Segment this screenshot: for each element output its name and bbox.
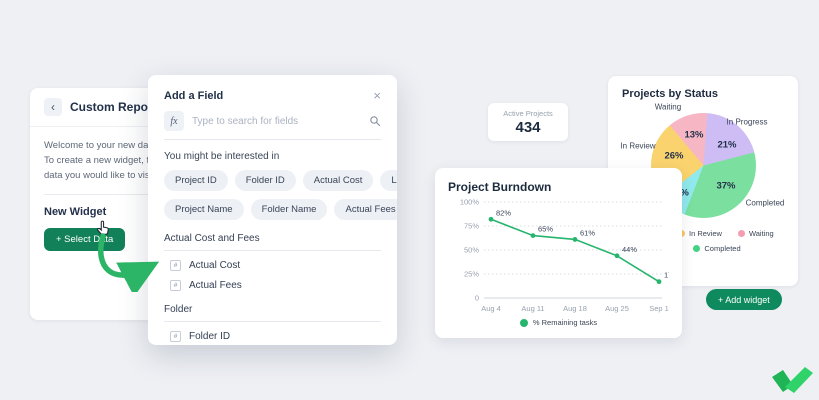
pie-pct-in-review: 26% — [664, 150, 684, 162]
legend-dot-completed — [693, 245, 701, 252]
svg-text:17%: 17% — [664, 271, 669, 280]
dialog-title: Add a Field — [164, 89, 224, 102]
legend-label: Waiting — [748, 229, 774, 238]
svg-text:Aug 18: Aug 18 — [563, 304, 587, 313]
number-type-icon: # — [170, 280, 181, 291]
field-item-actual-fees[interactable]: # Actual Fees — [170, 280, 381, 291]
legend-dot-remaining-tasks — [519, 318, 528, 327]
svg-text:100%: 100% — [460, 198, 480, 207]
add-field-dialog: Add a Field × fx You might be interested… — [148, 75, 397, 345]
active-projects-value: 434 — [515, 118, 541, 136]
field-item-label: Actual Fees — [189, 280, 242, 291]
pie-pct-in-progress: 21% — [717, 139, 737, 151]
svg-text:50%: 50% — [464, 246, 479, 255]
search-icon — [370, 116, 381, 127]
field-search-row: fx — [164, 111, 381, 140]
svg-text:Aug 25: Aug 25 — [605, 304, 629, 313]
number-type-icon: # — [170, 331, 181, 342]
svg-text:44%: 44% — [622, 245, 637, 254]
svg-text:65%: 65% — [538, 225, 553, 234]
section-title-cost-fees: Actual Cost and Fees — [164, 233, 381, 251]
svg-text:61%: 61% — [580, 228, 595, 237]
number-type-icon: # — [170, 260, 181, 271]
svg-text:Aug 11: Aug 11 — [521, 304, 544, 313]
field-item-folder-id[interactable]: # Folder ID — [170, 331, 381, 342]
pie-pct-other: 9% — [675, 187, 689, 199]
chip-actual-cost[interactable]: Actual Cost — [302, 170, 374, 191]
field-search-input[interactable] — [192, 115, 361, 127]
chip-actual-fees[interactable]: Actual Fees — [334, 199, 397, 220]
chip-project-name[interactable]: Project Name — [164, 199, 244, 220]
field-item-actual-cost[interactable]: # Actual Cost — [170, 260, 381, 271]
active-projects-label: Active Projects — [503, 108, 553, 118]
report-panel-body: Welcome to your new dashboard To create … — [30, 127, 280, 264]
close-icon[interactable]: × — [373, 88, 381, 103]
add-widget-button[interactable]: + Add widget — [706, 289, 782, 310]
svg-text:25%: 25% — [464, 270, 479, 279]
svg-text:0: 0 — [475, 294, 479, 303]
formula-fx-icon: fx — [164, 111, 184, 131]
svg-text:Aug 4: Aug 4 — [481, 304, 501, 313]
pie-label-completed: Completed — [745, 198, 785, 208]
legend-label: In Review — [689, 229, 722, 238]
chip-folder-name[interactable]: Folder Name — [250, 199, 328, 220]
suggestions-heading: You might be interested in — [164, 151, 280, 162]
new-widget-heading: New Widget — [44, 206, 107, 218]
pie-label-in-review: In Review — [620, 141, 656, 151]
curved-arrow-annotation — [98, 233, 160, 292]
instruction-text-line2: data you would like to visualize — [44, 170, 175, 181]
pie-legend-row-1: In Review Waiting — [678, 229, 774, 238]
burndown-legend: % Remaining tasks — [448, 318, 669, 327]
legend-item-in-review: In Review — [678, 229, 722, 238]
pie-chart-title: Projects by Status — [622, 88, 718, 100]
svg-text:82%: 82% — [496, 208, 511, 217]
chip-project-id[interactable]: Project ID — [164, 170, 228, 191]
back-button[interactable]: ‹ — [44, 98, 62, 116]
chip-folder-id[interactable]: Folder ID — [234, 170, 296, 191]
section-title-folder: Folder — [164, 304, 381, 322]
chip-language[interactable]: Language — [380, 170, 397, 191]
chip-row-2: Project Name Folder Name Actual Fees — [164, 199, 397, 220]
active-projects-widget: Active Projects 434 — [488, 103, 568, 141]
add-widget-label: + Add widget — [718, 294, 770, 305]
select-data-label: + Select Data — [56, 234, 114, 245]
field-item-label: Folder ID — [189, 331, 231, 342]
chevron-left-icon: ‹ — [51, 100, 55, 114]
legend-dot-waiting — [737, 230, 745, 237]
pie-label-waiting: Waiting — [654, 102, 682, 112]
legend-item-completed: Completed — [693, 244, 741, 253]
pie-label-in-progress: In Progress — [726, 117, 768, 127]
legend-label: % Remaining tasks — [532, 318, 598, 327]
project-burndown-widget: Project Burndown 100% 75% 50% 25% 0 Aug 4 Aug … — [435, 168, 682, 338]
svg-text:75%: 75% — [464, 222, 479, 231]
burndown-chart-title: Project Burndown — [448, 180, 552, 194]
welcome-text: Welcome to your new dashboard — [44, 140, 183, 151]
wrike-logo — [772, 367, 813, 393]
legend-item-waiting: Waiting — [737, 229, 774, 238]
instruction-text-line1: To create a new widget, first select the — [44, 155, 206, 166]
pie-pct-waiting: 13% — [684, 129, 704, 141]
field-item-label: Actual Cost — [189, 260, 241, 271]
chip-row-1: Project ID Folder ID Actual Cost Languag… — [164, 170, 397, 191]
svg-text:Sep 1: Sep 1 — [649, 304, 669, 313]
legend-label: Completed — [704, 244, 741, 253]
pie-pct-completed: 37% — [716, 180, 736, 192]
